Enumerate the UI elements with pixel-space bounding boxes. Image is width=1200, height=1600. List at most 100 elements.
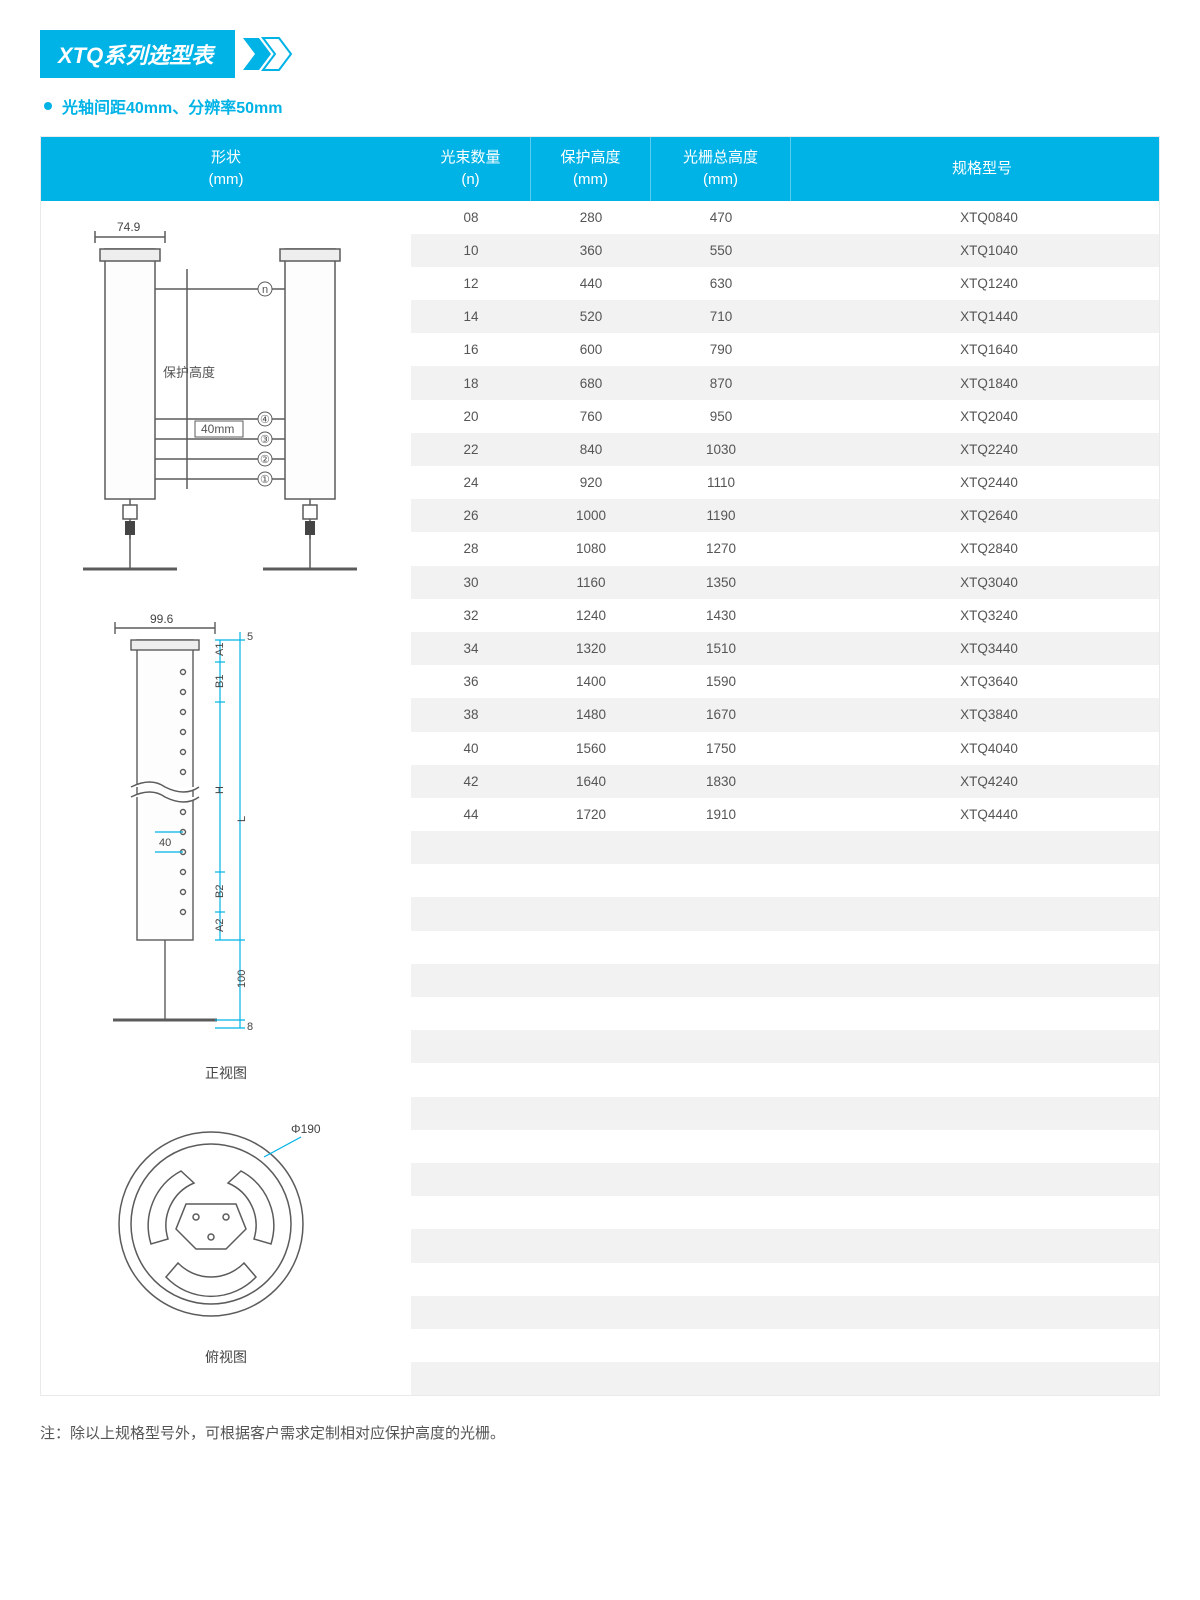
cell-protect: 360	[531, 243, 651, 258]
table-row	[411, 1063, 1159, 1096]
table-row	[411, 1130, 1159, 1163]
cell-beam: 32	[411, 608, 531, 623]
cell-total: 1590	[651, 674, 791, 689]
cell-model: XTQ3040	[791, 575, 1159, 590]
cell-total: 470	[651, 210, 791, 225]
svg-text:Φ190: Φ190	[291, 1122, 321, 1136]
cell-protect: 1400	[531, 674, 651, 689]
svg-text:L: L	[236, 815, 248, 821]
cell-total: 1110	[651, 475, 791, 490]
diagram-front-pair: 74.9	[55, 219, 375, 589]
cell-protect: 280	[531, 210, 651, 225]
table-row: 3212401430XTQ3240	[411, 599, 1159, 632]
cell-model: XTQ3440	[791, 641, 1159, 656]
cell-total: 550	[651, 243, 791, 258]
footnote: 注：除以上规格型号外，可根据客户需求定制相对应保护高度的光栅。	[40, 1422, 1160, 1443]
cell-beam: 38	[411, 707, 531, 722]
cell-total: 1830	[651, 774, 791, 789]
table-row	[411, 831, 1159, 864]
svg-text:②: ②	[260, 454, 270, 466]
cell-beam: 12	[411, 276, 531, 291]
table-row	[411, 1229, 1159, 1262]
table-row: 4216401830XTQ4240	[411, 765, 1159, 798]
table-row: 249201110XTQ2440	[411, 466, 1159, 499]
cell-model: XTQ2240	[791, 442, 1159, 457]
table-row: 16600790XTQ1640	[411, 333, 1159, 366]
cell-beam: 22	[411, 442, 531, 457]
cell-protect: 440	[531, 276, 651, 291]
front-view-label: 正视图	[55, 1063, 397, 1083]
col-protect: 保护高度(mm)	[531, 137, 651, 201]
table-row: 228401030XTQ2240	[411, 433, 1159, 466]
cell-beam: 24	[411, 475, 531, 490]
table-row: 3814801670XTQ3840	[411, 698, 1159, 731]
table-row: 2810801270XTQ2840	[411, 532, 1159, 565]
cell-total: 1270	[651, 541, 791, 556]
cell-model: XTQ2640	[791, 508, 1159, 523]
cell-protect: 600	[531, 342, 651, 357]
cell-model: XTQ4040	[791, 741, 1159, 756]
cell-model: XTQ4440	[791, 807, 1159, 822]
cell-total: 630	[651, 276, 791, 291]
table-row	[411, 1362, 1159, 1395]
cell-model: XTQ1240	[791, 276, 1159, 291]
table-row: 10360550XTQ1040	[411, 234, 1159, 267]
cell-model: XTQ1440	[791, 309, 1159, 324]
cell-protect: 1640	[531, 774, 651, 789]
cell-protect: 520	[531, 309, 651, 324]
table-row	[411, 931, 1159, 964]
cell-beam: 42	[411, 774, 531, 789]
subtitle: 光轴间距40mm、分辨率50mm	[44, 94, 1160, 118]
cell-model: XTQ2440	[791, 475, 1159, 490]
col-model: 规格型号	[791, 137, 1159, 201]
cell-protect: 840	[531, 442, 651, 457]
cell-protect: 920	[531, 475, 651, 490]
svg-text:74.9: 74.9	[117, 220, 141, 234]
cell-protect: 1160	[531, 575, 651, 590]
cell-total: 950	[651, 409, 791, 424]
table-row: 3413201510XTQ3440	[411, 632, 1159, 665]
table-row	[411, 1196, 1159, 1229]
cell-total: 1350	[651, 575, 791, 590]
col-total: 光栅总高度(mm)	[651, 137, 791, 201]
cell-beam: 34	[411, 641, 531, 656]
page-title: XTQ系列选型表	[40, 30, 235, 78]
cell-beam: 18	[411, 376, 531, 391]
svg-text:5: 5	[247, 631, 253, 643]
cell-total: 1750	[651, 741, 791, 756]
table-row: 4015601750XTQ4040	[411, 732, 1159, 765]
top-view-label: 俯视图	[55, 1347, 397, 1367]
table-row: 3614001590XTQ3640	[411, 665, 1159, 698]
cell-total: 870	[651, 376, 791, 391]
table-row	[411, 1097, 1159, 1130]
table-row	[411, 1263, 1159, 1296]
svg-text:④: ④	[260, 414, 270, 426]
table-row: 2610001190XTQ2640	[411, 499, 1159, 532]
cell-beam: 36	[411, 674, 531, 689]
cell-beam: 10	[411, 243, 531, 258]
table-row	[411, 964, 1159, 997]
col-shape: 形状 (mm)	[41, 137, 411, 201]
cell-beam: 08	[411, 210, 531, 225]
cell-model: XTQ1840	[791, 376, 1159, 391]
content-table: 形状 (mm) 74.9	[40, 136, 1160, 1396]
cell-total: 1510	[651, 641, 791, 656]
diagram-area: 74.9	[41, 201, 411, 1396]
cell-total: 1190	[651, 508, 791, 523]
cell-beam: 26	[411, 508, 531, 523]
cell-protect: 1480	[531, 707, 651, 722]
table-row	[411, 1329, 1159, 1362]
cell-protect: 680	[531, 376, 651, 391]
cell-model: XTQ3240	[791, 608, 1159, 623]
cell-model: XTQ4240	[791, 774, 1159, 789]
table-row	[411, 897, 1159, 930]
cell-protect: 760	[531, 409, 651, 424]
cell-model: XTQ2840	[791, 541, 1159, 556]
table-row	[411, 864, 1159, 897]
cell-model: XTQ0840	[791, 210, 1159, 225]
cell-beam: 30	[411, 575, 531, 590]
bullet-icon	[44, 102, 52, 110]
cell-model: XTQ1640	[791, 342, 1159, 357]
cell-model: XTQ2040	[791, 409, 1159, 424]
cell-model: XTQ1040	[791, 243, 1159, 258]
